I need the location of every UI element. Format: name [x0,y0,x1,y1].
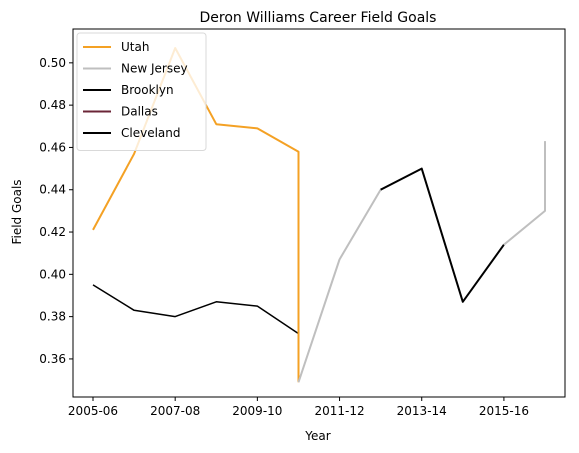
x-tick-label: 2007-08 [150,404,200,418]
y-tick-label: 0.44 [39,183,66,197]
y-axis-label: Field Goals [10,179,24,244]
y-axis: 0.36 0.38 0.40 0.42 0.44 0.46 0.48 0.50 [39,56,73,366]
x-axis-label: Year [304,429,330,443]
x-axis: 2005-06 2007-08 2009-10 2011-12 2013-14 2015-… [68,397,529,418]
x-tick-label: 2005-06 [68,404,118,418]
y-tick-label: 0.38 [39,310,66,324]
x-tick-label: 2009-10 [232,404,282,418]
legend-label-cleveland: Cleveland [121,126,181,140]
x-tick-label: 2013-14 [397,404,447,418]
legend-label-new-jersey: New Jersey [121,62,188,76]
legend-label-dallas: Dallas [121,105,158,119]
x-tick-label: 2015-16 [479,404,529,418]
series-line-new-jersey-2016-17- [503,141,546,246]
y-tick-label: 0.50 [39,56,66,70]
y-tick-label: 0.40 [39,267,66,281]
legend-label-utah: Utah [121,40,149,54]
y-tick-label: 0.42 [39,225,66,239]
y-tick-label: 0.48 [39,98,66,112]
y-tick-label: 0.36 [39,352,66,366]
series-line-utah [92,47,300,383]
legend-label-brooklyn: Brooklyn [121,83,174,97]
legend-box [76,32,207,151]
series-line-brooklyn [380,167,505,303]
chart-title: Deron Williams Career Field Goals [200,10,437,26]
plot-frame [72,28,566,398]
series-line-new-jersey [297,189,382,383]
plot-area [92,47,546,383]
legend: Utah New Jersey Brooklyn Dallas Cleveland [76,32,207,151]
x-tick-label: 2011-12 [314,404,364,418]
y-tick-label: 0.46 [39,140,66,154]
series-line-secondary [92,284,299,335]
